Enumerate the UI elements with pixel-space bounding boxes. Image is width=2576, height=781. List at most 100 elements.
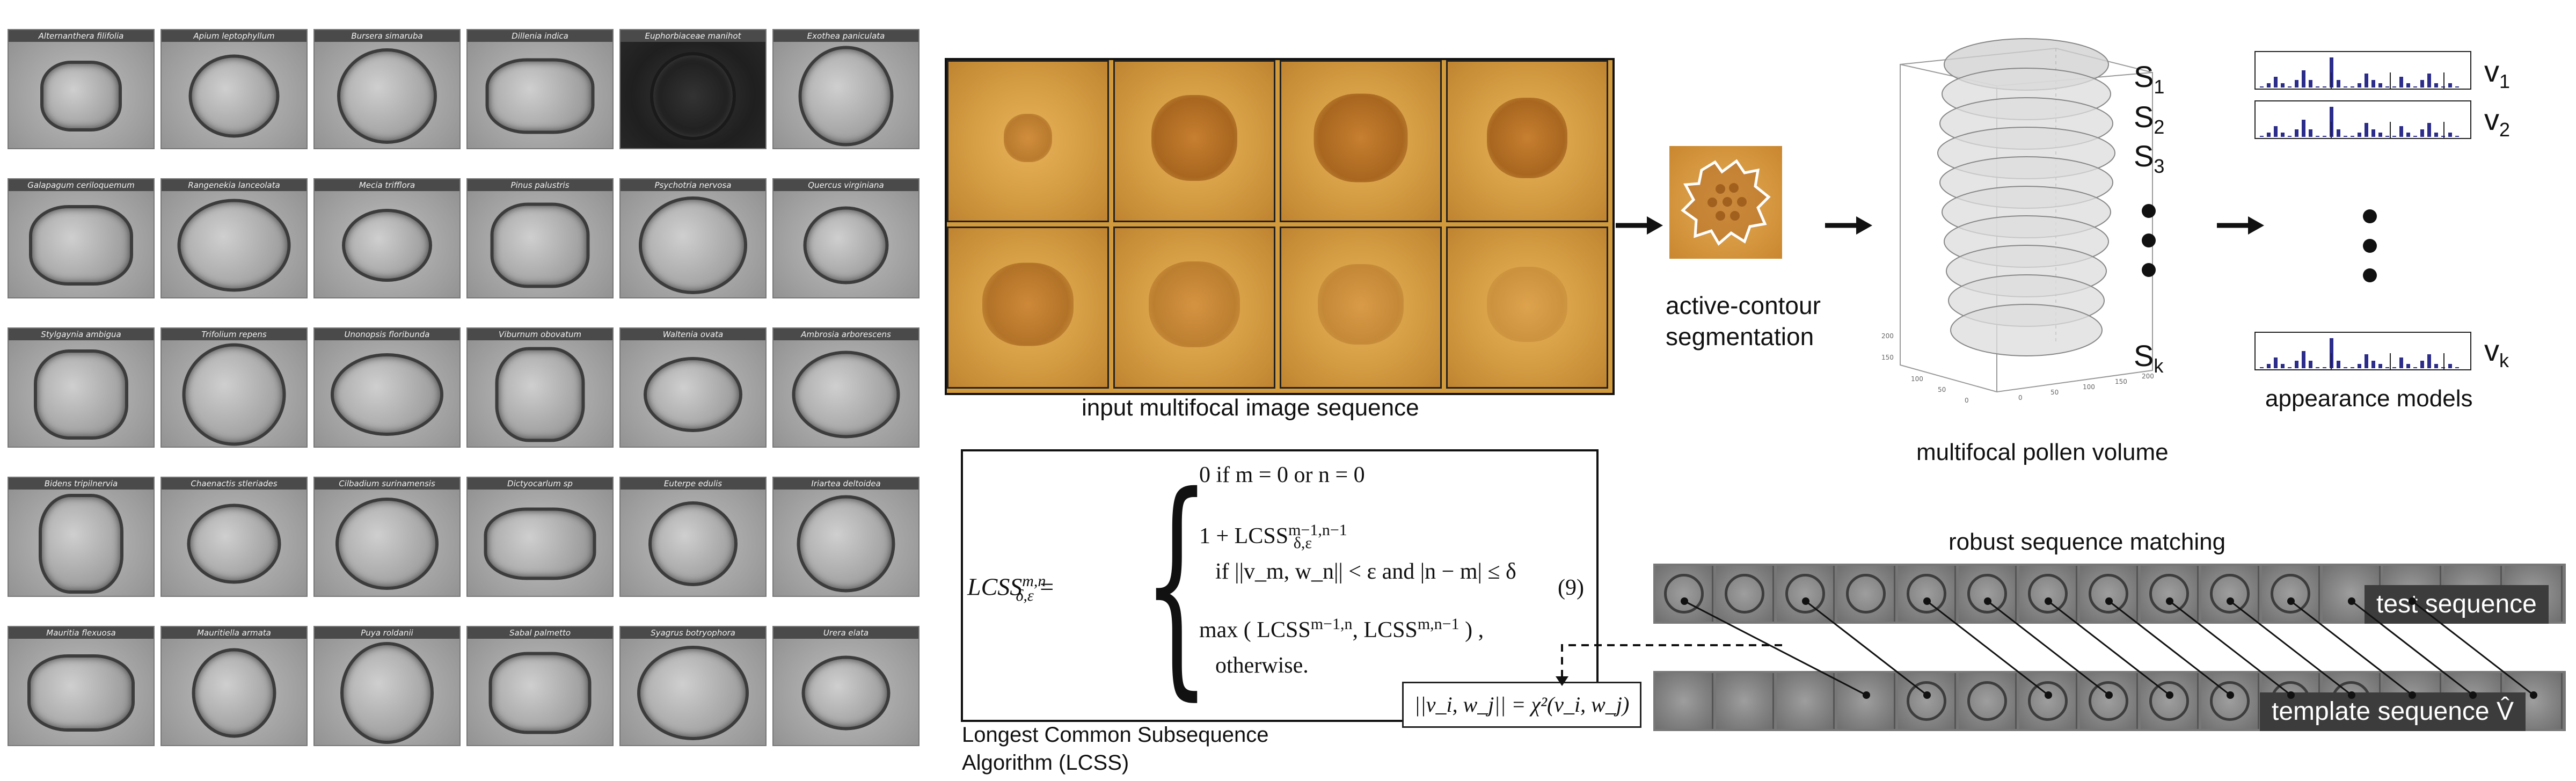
focal-image-8 [1446, 227, 1608, 389]
histogram-bar [2427, 123, 2431, 137]
pollen-tile: Unonopsis floribunda [313, 327, 461, 448]
histogram-bar [2455, 86, 2459, 87]
histogram-bar [2274, 357, 2278, 368]
pollen-species-label: Viburnum obovatum [468, 329, 612, 340]
pollen-grain-image [490, 202, 590, 288]
pollen-tile: Exothea paniculata [772, 29, 920, 149]
arrow-to-segmentation-icon [1616, 216, 1663, 235]
histogram-bar [2455, 367, 2459, 368]
active-contour-image [1669, 146, 1782, 259]
histogram-bar [2420, 80, 2424, 87]
pollen-grain-image [650, 52, 736, 141]
match-point [1681, 597, 1688, 605]
match-line [2412, 600, 2534, 696]
histogram-bar [2267, 133, 2271, 137]
sequence-frame [1655, 566, 1713, 622]
pollen-grain-image [331, 353, 443, 436]
test-sequence-label: test sequence [2365, 585, 2549, 624]
pollen-grain-image [648, 501, 738, 587]
pollen-ring [2209, 574, 2250, 614]
histogram-divider [2443, 72, 2444, 89]
matching-lines [1681, 597, 2537, 699]
pollen-species-label: Dillenia indica [468, 30, 612, 42]
pollen-ring [2088, 681, 2128, 721]
pollen-tile: Cilbadium surinamensis [313, 477, 461, 597]
sequence-frame [1655, 673, 1713, 729]
pollen-species-label: Trifolium repens [162, 329, 307, 340]
pollen-tile: Mauritia flexuosa [8, 626, 155, 746]
svg-text:200: 200 [2142, 373, 2154, 380]
equation-case-2a: 1 + LCSSm−1,n−1δ,ε [1199, 521, 1347, 552]
slice-label-sk: Sk [2134, 339, 2164, 377]
histogram-bar [2337, 361, 2340, 368]
pollen-grain-image [801, 655, 891, 731]
histogram-bar [2358, 364, 2361, 368]
equation-number: (9) [1558, 575, 1584, 600]
histogram-bar [2260, 367, 2264, 368]
focal-image-5 [947, 227, 1109, 389]
match-line [1684, 600, 1867, 696]
ellipsis-dot-icon [2363, 268, 2377, 282]
histogram-bar [2267, 364, 2271, 368]
histogram-bar [2434, 83, 2438, 87]
pollen-species-label: Mecia trifflora [315, 179, 459, 191]
match-point [2105, 691, 2113, 699]
histogram-bar [2427, 354, 2431, 368]
match-point [2409, 597, 2416, 605]
pollen-grain-image [792, 351, 900, 439]
match-point [1923, 597, 1931, 605]
histogram-v1 [2254, 51, 2471, 90]
arrow-to-volume-icon [1825, 216, 1872, 235]
histogram-divider [2390, 353, 2391, 369]
histogram-bar [2441, 136, 2445, 137]
match-line [2290, 600, 2413, 696]
sequence-frame [1959, 566, 2017, 622]
histogram-bar [2281, 83, 2285, 87]
pollen-grain-image [495, 347, 585, 442]
pollen-species-label: Cilbadium surinamensis [315, 478, 459, 490]
pollen-grain-image [797, 495, 895, 593]
vector-label-v2: v2 [2484, 103, 2511, 141]
pollen-species-label: Iriartea deltoidea [773, 478, 918, 490]
match-point [1863, 691, 1870, 699]
histogram-bar [2295, 129, 2298, 137]
svg-text:0: 0 [1965, 397, 1969, 404]
histogram-bar [2281, 133, 2285, 137]
sequence-frame [2201, 673, 2259, 729]
pollen-tile: Chaenactis stleriades [160, 477, 308, 597]
histogram-bar [2371, 361, 2375, 368]
histogram-bar [2323, 136, 2326, 137]
histogram-bar [2392, 136, 2396, 137]
histogram-divider [2443, 122, 2444, 138]
histogram-bar [2413, 86, 2417, 87]
sequence-frame [2080, 566, 2138, 622]
histogram-bar [2378, 133, 2382, 137]
match-point [2227, 597, 2234, 605]
histogram-bar [2385, 367, 2389, 368]
pollen-tile: Dictyocarlum sp [466, 477, 614, 597]
histogram-bar [2413, 367, 2417, 368]
histogram-bar [2323, 86, 2326, 87]
match-point [2348, 691, 2355, 699]
pollen-species-label: Unonopsis floribunda [315, 329, 459, 340]
pollen-grain-image [177, 199, 291, 292]
histogram-bar [2406, 83, 2410, 87]
histogram-bar [2385, 86, 2389, 87]
match-point [2166, 597, 2173, 605]
pollen-ring [1967, 574, 2007, 614]
match-point [2348, 597, 2355, 605]
multifocal-caption: input multifocal image sequence [1082, 395, 1419, 421]
pollen-grain-image [337, 48, 437, 144]
pollen-tile: Rangenekia lanceolata [160, 178, 308, 298]
pollen-ring [2027, 574, 2068, 614]
histogram-bar [2309, 80, 2312, 87]
pollen-ring [2209, 681, 2250, 721]
pollen-ring [2088, 574, 2128, 614]
histogram-bar [2274, 126, 2278, 137]
match-point [2287, 691, 2295, 699]
histogram-bar [2288, 86, 2292, 87]
pollen-species-label: Urera elata [773, 627, 918, 639]
match-point [1802, 597, 1809, 605]
histogram-bar [2281, 364, 2285, 368]
pollen-tile: Iriartea deltoidea [772, 477, 920, 597]
